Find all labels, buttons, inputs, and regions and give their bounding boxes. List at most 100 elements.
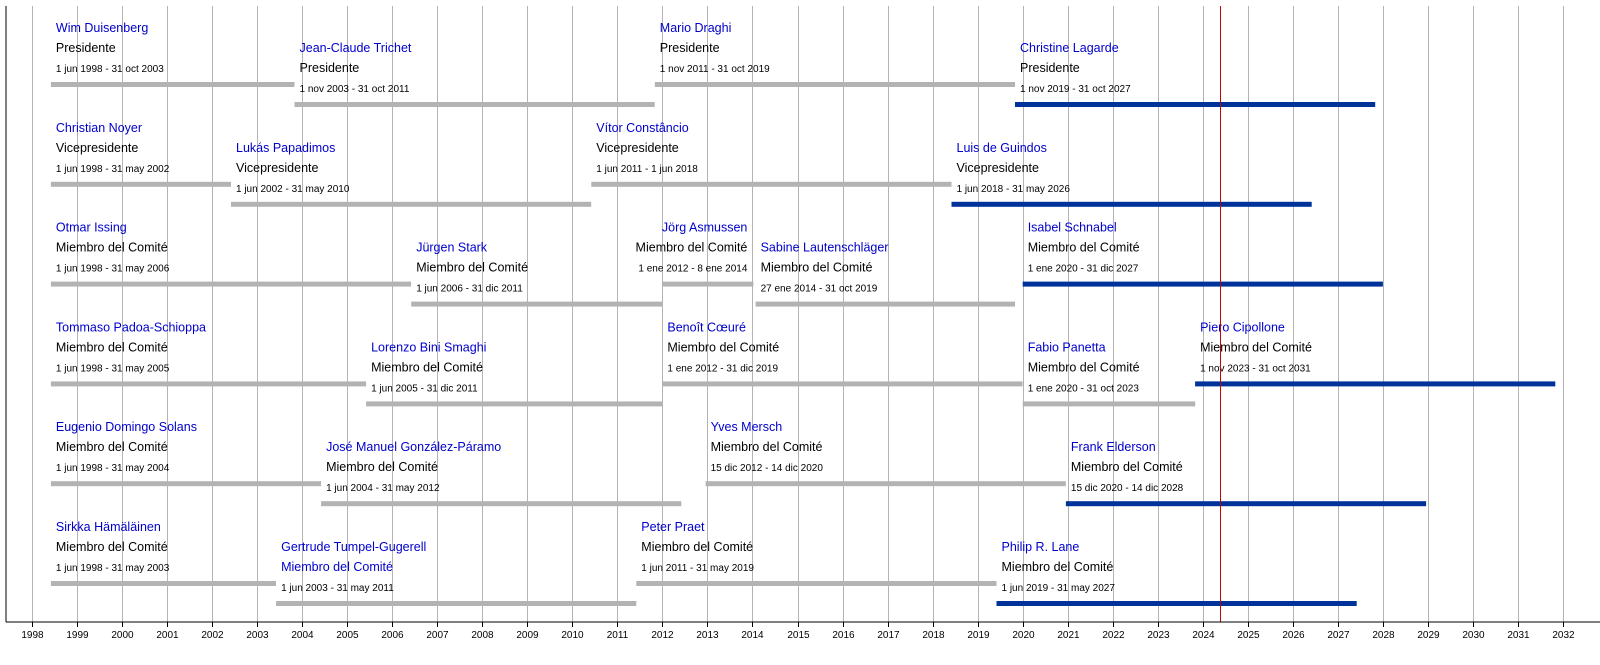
member-role: Vicepresidente [957,161,1040,175]
member-name-link[interactable]: Vítor Constâncio [596,121,688,135]
term-bar [951,201,1312,207]
member-role: Miembro del Comité [56,540,168,554]
term-dates: 1 jun 2003 - 31 may 2011 [281,583,394,594]
term-dates: 1 jun 1998 - 31 may 2003 [56,563,170,574]
member-name-link[interactable]: Christian Noyer [56,121,142,135]
term-bar [755,301,1015,307]
term-bar [50,181,232,187]
member-role: Miembro del Comité [326,460,438,474]
member-role: Presidente [56,41,116,55]
x-tick-label: 2028 [1372,630,1395,641]
member-name-link[interactable]: Peter Praet [641,520,705,534]
member-name-link[interactable]: José Manuel González-Páramo [326,440,501,454]
x-tick-label: 1999 [66,630,89,641]
term-bar [1022,401,1196,407]
member-role: Miembro del Comité [711,440,823,454]
member-name-link[interactable]: Eugenio Domingo Solans [56,420,197,434]
term-dates: 1 jun 1998 - 31 may 2006 [56,264,170,275]
term-bar [662,281,754,287]
term-dates: 1 nov 2019 - 31 oct 2027 [1020,84,1131,95]
member-role: Miembro del Comité [1071,460,1183,474]
member-role: Miembro del Comité [371,360,483,374]
x-tick-label: 2026 [1282,630,1305,641]
member-role: Miembro del Comité [56,241,168,255]
member-name-link[interactable]: Mario Draghi [660,21,732,35]
term-bar [705,481,1066,487]
x-tick-label: 2006 [381,630,404,641]
x-tick-label: 2032 [1552,630,1575,641]
member-name-link[interactable]: Jürgen Stark [416,241,488,255]
x-tick-label: 2013 [696,630,719,641]
member-role: Miembro del Comité [1200,340,1312,354]
member-name-link[interactable]: Benoît Cœuré [667,320,746,334]
term-bar [50,281,412,287]
member-name-link[interactable]: Jean-Claude Trichet [300,41,412,55]
member-name-link[interactable]: Fabio Panetta [1028,340,1106,354]
member-role: Miembro del Comité [667,340,779,354]
term-bar [1022,281,1383,287]
term-dates: 27 ene 2014 - 31 oct 2019 [761,284,878,295]
member-role: Vicepresidente [596,141,679,155]
x-tick-label: 2008 [471,630,494,641]
x-tick-label: 2005 [336,630,359,641]
term-dates: 1 nov 2011 - 31 oct 2019 [660,64,770,75]
term-dates: 1 jun 1998 - 31 may 2005 [56,363,170,374]
member-name-link[interactable]: Christine Lagarde [1020,41,1119,55]
term-bar [1015,102,1376,107]
x-tick-label: 2019 [967,630,990,641]
term-dates: 1 ene 2012 - 31 dic 2019 [667,363,778,374]
member-name-link[interactable]: Lukás Papadimos [236,141,335,155]
member-name-link[interactable]: Sirkka Hämäläinen [56,520,161,534]
term-bar [996,601,1357,606]
member-name-link[interactable]: Tommaso Padoa-Schioppa [56,320,206,334]
member-name-link[interactable]: Otmar Issing [56,221,127,235]
term-bar [1195,381,1556,387]
x-tick-label: 2002 [201,630,224,641]
term-dates: 1 jun 2019 - 31 may 2027 [1002,583,1116,594]
term-bar [654,82,1015,87]
term-dates: 1 jun 1998 - 31 oct 2003 [56,64,164,75]
term-bar [50,82,295,87]
x-tick-label: 2001 [156,630,179,641]
member-role: Miembro del Comité [1028,241,1140,255]
x-tick-label: 1998 [21,630,44,641]
member-name-link[interactable]: Lorenzo Bini Smaghi [371,340,486,354]
member-name-link[interactable]: Frank Elderson [1071,440,1156,454]
term-bar [411,301,663,307]
term-dates: 1 ene 2012 - 8 ene 2014 [638,264,747,275]
x-tick-label: 2004 [291,630,314,641]
member-name-link[interactable]: Philip R. Lane [1002,540,1080,554]
member-role: Presidente [300,61,360,75]
term-bar [231,201,592,207]
term-bar [366,401,663,407]
x-tick-label: 2025 [1237,630,1260,641]
x-tick-label: 2009 [516,630,539,641]
term-dates: 1 jun 2005 - 31 dic 2011 [371,383,478,394]
term-dates: 1 nov 2003 - 31 oct 2011 [300,84,410,95]
member-name-link[interactable]: Gertrude Tumpel-Gugerell [281,540,426,554]
member-name-link[interactable]: Wim Duisenberg [56,21,148,35]
x-tick-label: 2011 [607,630,629,641]
member-name-link[interactable]: Isabel Schnabel [1028,221,1117,235]
term-bar [50,381,367,387]
term-bar [321,501,682,507]
x-tick-label: 2003 [246,630,269,641]
term-dates: 1 jun 2011 - 31 may 2019 [641,563,754,574]
x-tick-label: 2015 [787,630,810,641]
member-name-link[interactable]: Luis de Guindos [957,141,1047,155]
member-name-link[interactable]: Piero Cipollone [1200,320,1285,334]
x-tick-label: 2018 [922,630,945,641]
member-role: Miembro del Comité [1002,560,1114,574]
member-role-link[interactable]: Miembro del Comité [281,560,393,574]
term-dates: 1 ene 2020 - 31 dic 2027 [1028,264,1139,275]
x-axis: 1998 1999 2000 2001 2002 2003 2004 2005 2006 2007… [5,6,1600,641]
member-name-link[interactable]: Jörg Asmussen [662,221,748,235]
x-tick-label: 2031 [1507,630,1530,641]
member-name-link[interactable]: Yves Mersch [711,420,783,434]
member-role: Presidente [660,41,720,55]
term-bar [662,381,1023,387]
x-tick-label: 2030 [1462,630,1485,641]
member-name-link[interactable]: Sabine Lautenschläger [761,241,889,255]
bars-layer [50,82,1556,606]
